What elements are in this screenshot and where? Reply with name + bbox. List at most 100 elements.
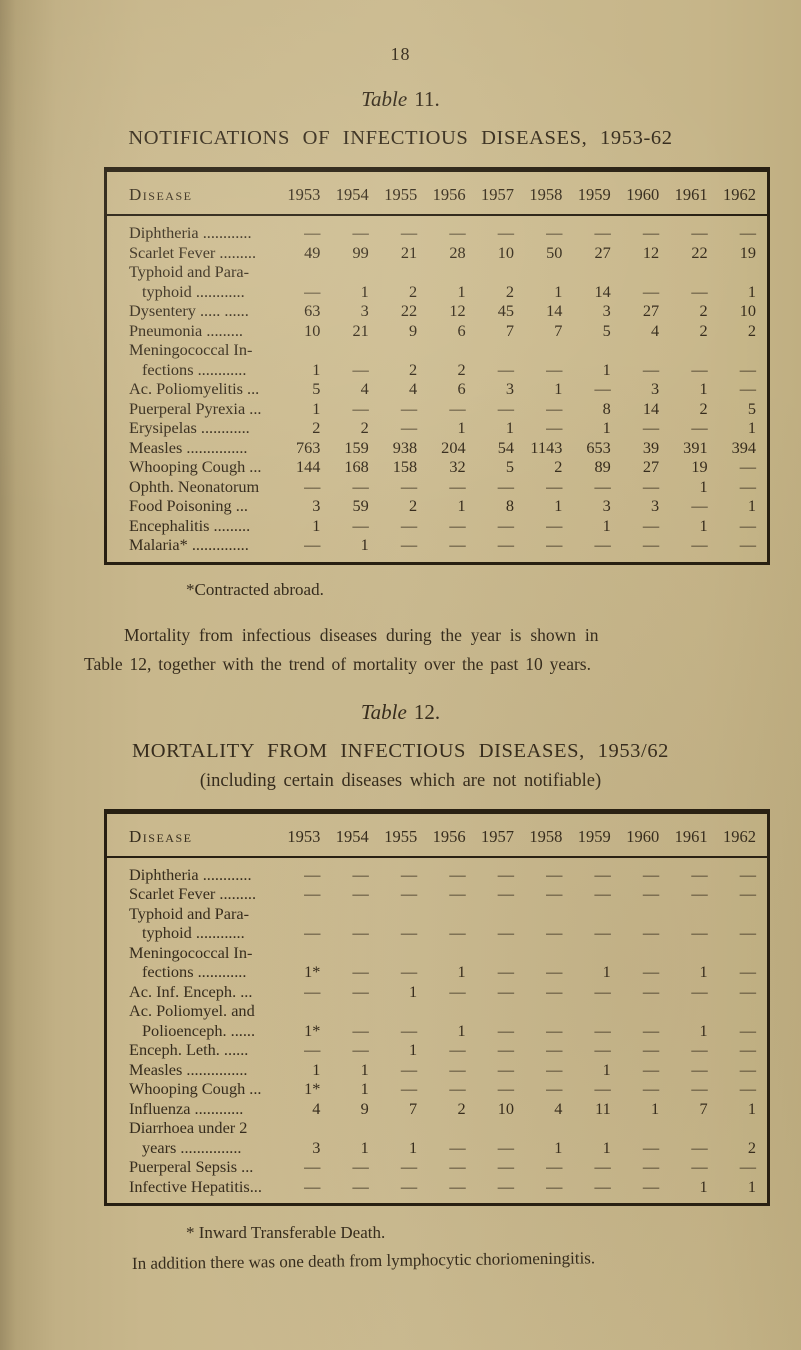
value-cell: — <box>691 923 708 942</box>
value-cell: — <box>304 884 321 903</box>
value-cell: 2 <box>554 457 563 476</box>
value-cell: — <box>739 864 756 884</box>
value-cell: — <box>449 864 466 884</box>
value-cell: — <box>497 981 514 1001</box>
value-cell: 12 <box>642 242 660 262</box>
value-cell: 2 <box>747 320 756 340</box>
value-cell: — <box>497 398 514 418</box>
disease-label: Polioenceph. ...... <box>142 1020 256 1040</box>
value-cell: — <box>691 864 708 884</box>
value-cell: — <box>546 1059 563 1079</box>
disease-label: Malaria* .............. <box>129 535 249 554</box>
value-cell: 394 <box>731 437 756 457</box>
value-cell: — <box>739 535 756 554</box>
value-cell: — <box>594 476 611 496</box>
value-cell: 63 <box>304 301 321 320</box>
value-cell: 5 <box>747 398 756 418</box>
year-column-header: 1959 <box>577 826 611 846</box>
value-cell: — <box>304 281 321 301</box>
table-12-subtitle: (including certain diseases which are no… <box>199 770 602 791</box>
value-cell: 168 <box>344 457 369 476</box>
value-cell: 9 <box>360 1098 369 1118</box>
year-column-header: 1955 <box>384 826 418 846</box>
value-cell: 6 <box>457 320 466 340</box>
value-cell: 1143 <box>530 437 563 457</box>
value-cell: — <box>449 1157 466 1176</box>
disease-label: Whooping Cough ... <box>129 457 262 476</box>
value-cell: — <box>497 923 514 942</box>
value-cell: 4 <box>651 320 660 340</box>
value-cell: — <box>304 476 321 496</box>
value-cell: 2 <box>457 359 466 379</box>
value-cell: 2 <box>360 418 369 437</box>
value-cell: — <box>304 1176 321 1196</box>
disease-label: Meningococcal In- <box>129 942 253 962</box>
value-cell: 653 <box>586 437 611 457</box>
value-cell: 28 <box>449 242 466 262</box>
value-cell: — <box>546 476 563 496</box>
value-cell: — <box>546 981 563 1001</box>
value-cell: 2 <box>409 359 418 379</box>
value-cell: — <box>352 864 369 884</box>
table-row: Diphtheria ............ — — — — — — — — — — <box>129 865 759 885</box>
value-cell: — <box>691 281 708 301</box>
value-cell: — <box>594 379 611 398</box>
value-cell: 938 <box>392 437 418 457</box>
disease-label: Measles ............... <box>129 437 248 457</box>
table-row: Erysipelas ............ 2 2 — 1 1 — 1 — — 1 <box>129 418 759 438</box>
value-cell: — <box>546 962 563 981</box>
value-cell: 8 <box>505 496 514 515</box>
value-cell: — <box>739 923 756 942</box>
value-cell: 21 <box>352 320 369 340</box>
disease-label: fections ............ <box>142 359 247 379</box>
value-cell: — <box>304 981 321 1001</box>
disease-label: Encephalitis ......... <box>129 515 251 535</box>
value-cell: 14 <box>642 398 660 418</box>
table-caption-number: 12. <box>413 699 441 724</box>
value-cell: — <box>739 884 756 903</box>
value-cell: 204 <box>441 437 466 457</box>
year-column-header: 1959 <box>577 185 611 204</box>
year-column-header: 1961 <box>674 185 708 204</box>
value-cell: 763 <box>295 437 321 457</box>
year-column-header: 1954 <box>335 826 369 846</box>
value-cell: 21 <box>400 242 418 262</box>
value-cell: — <box>594 1176 611 1196</box>
disease-label: Ophth. Neonatorum <box>129 476 260 496</box>
value-cell: 19 <box>739 242 756 262</box>
value-cell: — <box>449 476 466 496</box>
value-cell: 2 <box>409 281 418 301</box>
value-cell: 1 <box>457 962 466 981</box>
value-cell: — <box>352 398 369 418</box>
value-cell: — <box>449 981 466 1001</box>
disease-label: Dysentery ..... ...... <box>129 301 249 320</box>
value-cell: — <box>739 379 756 398</box>
value-cell: — <box>594 535 611 554</box>
table-row: typhoid ............ — 1 2 1 2 1 14 — — 1 <box>129 282 759 302</box>
value-cell: 1 <box>312 1059 321 1079</box>
value-cell: 5 <box>312 379 321 398</box>
value-cell: — <box>642 981 660 1001</box>
value-cell: 1 <box>312 515 321 535</box>
value-cell: 3 <box>602 301 611 320</box>
value-cell: 1 <box>505 418 514 437</box>
value-cell: 10 <box>304 320 321 340</box>
value-cell: 1* <box>304 1079 321 1098</box>
value-cell: 10 <box>497 1098 514 1118</box>
table-11-footnote: *Contracted abroad. <box>186 579 324 599</box>
table-row: Measles ............... 1 1 — — — — 1 — — — <box>129 1060 759 1080</box>
value-cell: 391 <box>683 437 708 457</box>
value-cell: — <box>642 359 660 379</box>
value-cell: — <box>400 1020 418 1040</box>
value-cell: — <box>400 515 418 535</box>
value-cell: 6 <box>457 379 466 398</box>
value-cell: 1 <box>554 281 563 301</box>
value-cell: 12 <box>449 301 466 320</box>
value-cell: — <box>304 223 321 242</box>
paragraph-line-1: Mortality from infectious diseases durin… <box>124 624 599 645</box>
disease-label: typhoid ............ <box>142 281 245 301</box>
value-cell: — <box>352 923 369 942</box>
value-cell: — <box>642 864 660 884</box>
table-header-row: Disease 1953 1954 1955 1956 1957 1958 1959 1960… <box>107 814 767 858</box>
value-cell: — <box>304 1157 321 1176</box>
